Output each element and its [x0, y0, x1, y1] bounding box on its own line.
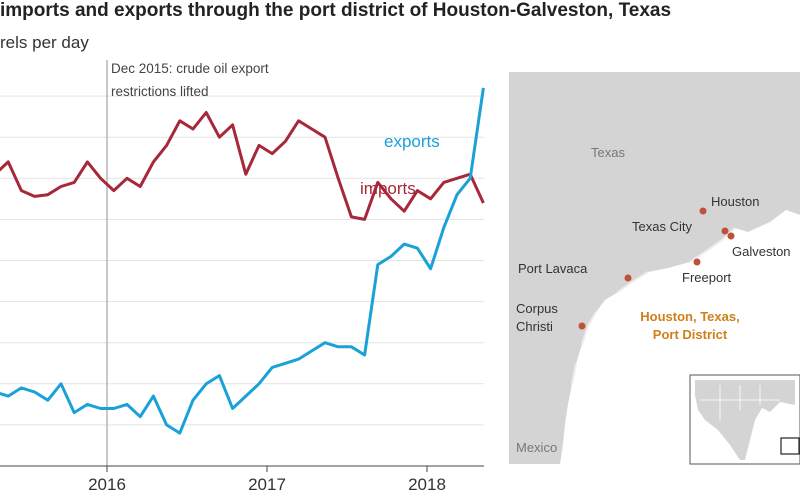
series-group: [0, 87, 485, 435]
city-label-texas-city: Texas City: [632, 219, 692, 234]
x-ticks: 2016 2017 2018: [88, 466, 446, 494]
map: Texas Mexico Houston Texas City Galvesto…: [509, 72, 800, 465]
series-label-exports: exports: [384, 132, 440, 151]
inset-map: [689, 374, 800, 465]
chart-subtitle: rels per day: [0, 33, 89, 52]
chart-title: imports and exports through the port dis…: [0, 0, 672, 21]
marker-corpus-christi: [578, 322, 586, 330]
map-land: [509, 72, 800, 464]
annotation-text-line1: Dec 2015: crude oil export: [111, 61, 269, 76]
map-coast-islands: [571, 227, 736, 385]
series-label-imports: imports: [360, 179, 416, 198]
city-label-houston: Houston: [711, 194, 759, 209]
x-tick-label: 2016: [88, 475, 126, 494]
map-label-texas: Texas: [591, 145, 625, 160]
x-tick-label: 2018: [408, 475, 446, 494]
marker-port-lavaca: [624, 274, 632, 282]
city-label-galveston: Galveston: [732, 244, 791, 259]
series-line-exports: [0, 87, 485, 435]
inset-focus-box: [780, 437, 800, 455]
city-label-freeport: Freeport: [682, 270, 732, 285]
marker-freeport: [693, 258, 701, 266]
marker-houston: [699, 207, 707, 215]
x-tick-label: 2017: [248, 475, 286, 494]
grid: [0, 95, 484, 426]
district-label: Houston, Texas, Port District: [640, 309, 739, 342]
series-line-imports: [0, 111, 485, 221]
annotation-text-line2: restrictions lifted: [111, 84, 209, 99]
marker-galveston: [727, 232, 735, 240]
city-label-port-lavaca: Port Lavaca: [518, 261, 588, 276]
marker-texas-city: [721, 227, 729, 235]
city-label-corpus-christi: Corpus Christi: [516, 301, 558, 334]
map-label-mexico: Mexico: [516, 440, 557, 455]
